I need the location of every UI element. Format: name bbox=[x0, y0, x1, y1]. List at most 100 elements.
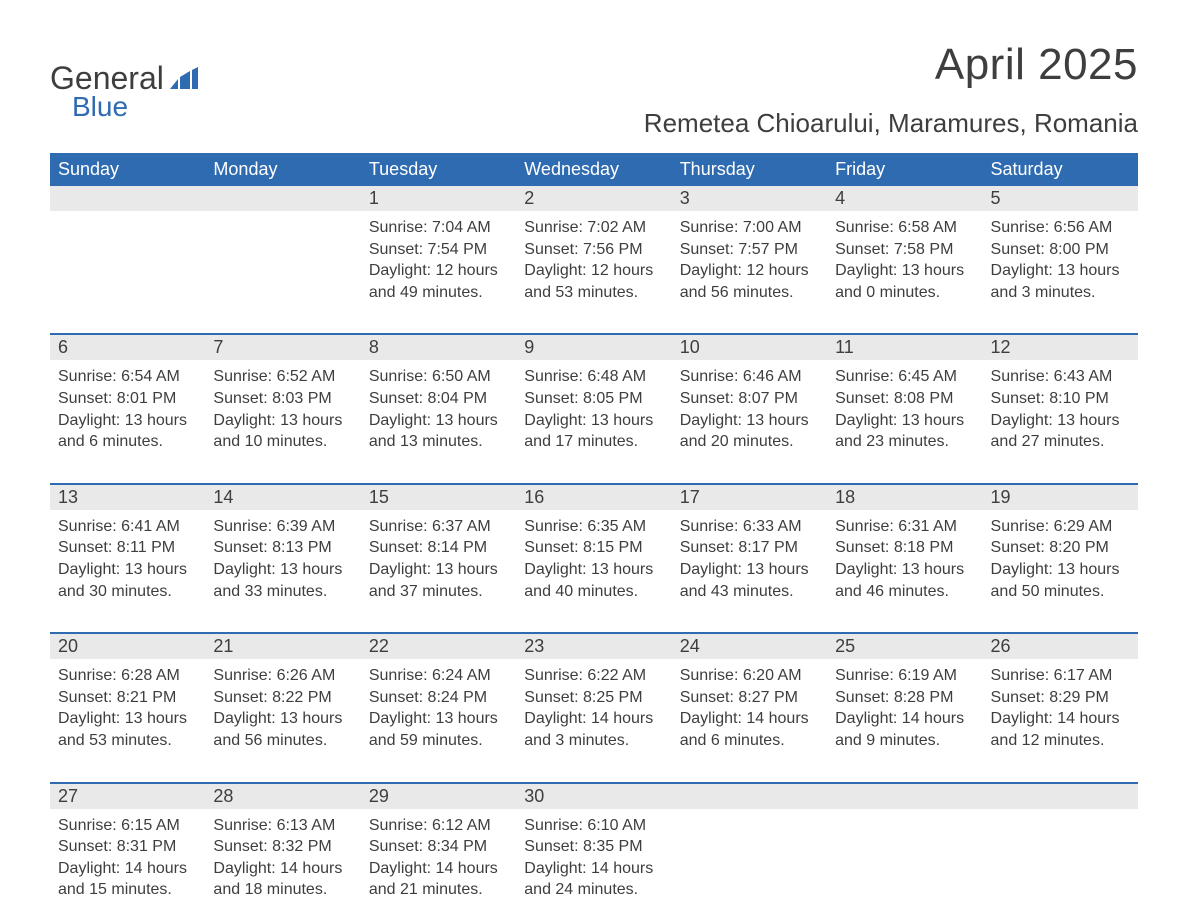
day-number-cell: 7 bbox=[205, 334, 360, 360]
sunrise-text: Sunrise: 7:04 AM bbox=[369, 217, 508, 239]
sunrise-text: Sunrise: 6:19 AM bbox=[835, 665, 974, 687]
day-content-cell: Sunrise: 6:22 AMSunset: 8:25 PMDaylight:… bbox=[516, 659, 671, 782]
sunset-text: Sunset: 8:21 PM bbox=[58, 687, 197, 709]
day-number-cell: 25 bbox=[827, 633, 982, 659]
day-content-cell: Sunrise: 6:39 AMSunset: 8:13 PMDaylight:… bbox=[205, 510, 360, 633]
logo-text-blue: Blue bbox=[72, 91, 198, 123]
day-number-cell: 29 bbox=[361, 783, 516, 809]
daylight-text: Daylight: 13 hours and 40 minutes. bbox=[524, 559, 663, 602]
sunrise-text: Sunrise: 6:39 AM bbox=[213, 516, 352, 538]
sunrise-text: Sunrise: 6:13 AM bbox=[213, 815, 352, 837]
sunset-text: Sunset: 8:15 PM bbox=[524, 537, 663, 559]
sunset-text: Sunset: 8:05 PM bbox=[524, 388, 663, 410]
sunrise-text: Sunrise: 6:50 AM bbox=[369, 366, 508, 388]
week-content-row: Sunrise: 6:15 AMSunset: 8:31 PMDaylight:… bbox=[50, 809, 1138, 911]
daylight-text: Daylight: 13 hours and 59 minutes. bbox=[369, 708, 508, 751]
day-content-cell: Sunrise: 6:24 AMSunset: 8:24 PMDaylight:… bbox=[361, 659, 516, 782]
dow-sun: Sunday bbox=[50, 153, 205, 186]
day-number-cell: 21 bbox=[205, 633, 360, 659]
logo: General Blue bbox=[50, 40, 198, 123]
dow-wed: Wednesday bbox=[516, 153, 671, 186]
day-content-cell: Sunrise: 6:43 AMSunset: 8:10 PMDaylight:… bbox=[983, 360, 1138, 483]
day-number-cell: 9 bbox=[516, 334, 671, 360]
sunset-text: Sunset: 8:25 PM bbox=[524, 687, 663, 709]
day-number-cell bbox=[50, 186, 205, 211]
day-content-cell: Sunrise: 6:20 AMSunset: 8:27 PMDaylight:… bbox=[672, 659, 827, 782]
day-number-cell bbox=[827, 783, 982, 809]
daylight-text: Daylight: 13 hours and 10 minutes. bbox=[213, 410, 352, 453]
day-content-cell: Sunrise: 7:00 AMSunset: 7:57 PMDaylight:… bbox=[672, 211, 827, 334]
day-number-cell: 24 bbox=[672, 633, 827, 659]
sunset-text: Sunset: 8:07 PM bbox=[680, 388, 819, 410]
day-number-cell: 15 bbox=[361, 484, 516, 510]
day-number-cell: 20 bbox=[50, 633, 205, 659]
sunrise-text: Sunrise: 6:26 AM bbox=[213, 665, 352, 687]
daylight-text: Daylight: 13 hours and 27 minutes. bbox=[991, 410, 1130, 453]
daylight-text: Daylight: 12 hours and 49 minutes. bbox=[369, 260, 508, 303]
daylight-text: Daylight: 13 hours and 20 minutes. bbox=[680, 410, 819, 453]
daylight-text: Daylight: 13 hours and 17 minutes. bbox=[524, 410, 663, 453]
day-number-cell: 3 bbox=[672, 186, 827, 211]
daylight-text: Daylight: 13 hours and 23 minutes. bbox=[835, 410, 974, 453]
day-number-cell: 16 bbox=[516, 484, 671, 510]
sunset-text: Sunset: 8:08 PM bbox=[835, 388, 974, 410]
calendar-table: Sunday Monday Tuesday Wednesday Thursday… bbox=[50, 153, 1138, 911]
day-content-cell: Sunrise: 6:56 AMSunset: 8:00 PMDaylight:… bbox=[983, 211, 1138, 334]
daylight-text: Daylight: 13 hours and 30 minutes. bbox=[58, 559, 197, 602]
day-content-cell: Sunrise: 6:50 AMSunset: 8:04 PMDaylight:… bbox=[361, 360, 516, 483]
sunrise-text: Sunrise: 7:02 AM bbox=[524, 217, 663, 239]
sunrise-text: Sunrise: 6:15 AM bbox=[58, 815, 197, 837]
day-content-cell: Sunrise: 6:31 AMSunset: 8:18 PMDaylight:… bbox=[827, 510, 982, 633]
day-number-cell: 18 bbox=[827, 484, 982, 510]
day-content-cell: Sunrise: 6:17 AMSunset: 8:29 PMDaylight:… bbox=[983, 659, 1138, 782]
sunset-text: Sunset: 7:56 PM bbox=[524, 239, 663, 261]
sunrise-text: Sunrise: 6:52 AM bbox=[213, 366, 352, 388]
day-number-cell: 4 bbox=[827, 186, 982, 211]
daylight-text: Daylight: 14 hours and 24 minutes. bbox=[524, 858, 663, 901]
day-number-cell: 12 bbox=[983, 334, 1138, 360]
sunset-text: Sunset: 8:03 PM bbox=[213, 388, 352, 410]
dow-mon: Monday bbox=[205, 153, 360, 186]
day-content-cell: Sunrise: 6:29 AMSunset: 8:20 PMDaylight:… bbox=[983, 510, 1138, 633]
day-content-cell: Sunrise: 6:41 AMSunset: 8:11 PMDaylight:… bbox=[50, 510, 205, 633]
day-number-cell: 5 bbox=[983, 186, 1138, 211]
sunrise-text: Sunrise: 6:56 AM bbox=[991, 217, 1130, 239]
location-label: Remetea Chioarului, Maramures, Romania bbox=[644, 108, 1138, 139]
week-content-row: Sunrise: 6:54 AMSunset: 8:01 PM Daylight:… bbox=[50, 360, 1138, 483]
day-number-cell: 10 bbox=[672, 334, 827, 360]
title-block: April 2025 Remetea Chioarului, Maramures… bbox=[644, 40, 1138, 147]
day-content-cell: Sunrise: 6:15 AMSunset: 8:31 PMDaylight:… bbox=[50, 809, 205, 911]
day-content-cell: Sunrise: 6:48 AMSunset: 8:05 PMDaylight:… bbox=[516, 360, 671, 483]
daylight-text: Daylight: 14 hours and 15 minutes. bbox=[58, 858, 197, 901]
week-daynum-row: 12345 bbox=[50, 186, 1138, 211]
sunset-text: Sunset: 8:32 PM bbox=[213, 836, 352, 858]
week-content-row: Sunrise: 7:04 AMSunset: 7:54 PMDaylight:… bbox=[50, 211, 1138, 334]
dow-sat: Saturday bbox=[983, 153, 1138, 186]
day-number-cell: 6 bbox=[50, 334, 205, 360]
sunrise-text: Sunrise: 6:10 AM bbox=[524, 815, 663, 837]
sunset-text: Sunset: 8:28 PM bbox=[835, 687, 974, 709]
sunset-text: Sunset: 8:35 PM bbox=[524, 836, 663, 858]
day-content-cell: Sunrise: 7:04 AMSunset: 7:54 PMDaylight:… bbox=[361, 211, 516, 334]
dow-thu: Thursday bbox=[672, 153, 827, 186]
sunset-text: Sunset: 8:29 PM bbox=[991, 687, 1130, 709]
daylight-text: Daylight: 13 hours and 13 minutes. bbox=[369, 410, 508, 453]
day-content-cell: Sunrise: 6:45 AMSunset: 8:08 PMDaylight:… bbox=[827, 360, 982, 483]
sunset-text: Sunset: 8:27 PM bbox=[680, 687, 819, 709]
day-number-cell: 26 bbox=[983, 633, 1138, 659]
daylight-text: Daylight: 14 hours and 6 minutes. bbox=[680, 708, 819, 751]
sunset-text: Sunset: 8:18 PM bbox=[835, 537, 974, 559]
daylight-text: Daylight: 13 hours and 46 minutes. bbox=[835, 559, 974, 602]
day-content-cell: Sunrise: 6:58 AMSunset: 7:58 PMDaylight:… bbox=[827, 211, 982, 334]
daylight-text: Daylight: 13 hours and 53 minutes. bbox=[58, 708, 197, 751]
sunset-text: Sunset: 8:01 PM bbox=[58, 388, 197, 410]
daylight-text: Daylight: 13 hours and 50 minutes. bbox=[991, 559, 1130, 602]
day-content-cell: Sunrise: 6:10 AMSunset: 8:35 PMDaylight:… bbox=[516, 809, 671, 911]
sunset-text: Sunset: 8:17 PM bbox=[680, 537, 819, 559]
month-title: April 2025 bbox=[644, 40, 1138, 90]
sunset-text: Sunset: 7:54 PM bbox=[369, 239, 508, 261]
day-content-cell: Sunrise: 6:52 AMSunset: 8:03 PMDaylight:… bbox=[205, 360, 360, 483]
sunrise-text: Sunrise: 6:54 AM bbox=[58, 366, 197, 388]
week-daynum-row: 27282930 bbox=[50, 783, 1138, 809]
sunrise-text: Sunrise: 6:35 AM bbox=[524, 516, 663, 538]
